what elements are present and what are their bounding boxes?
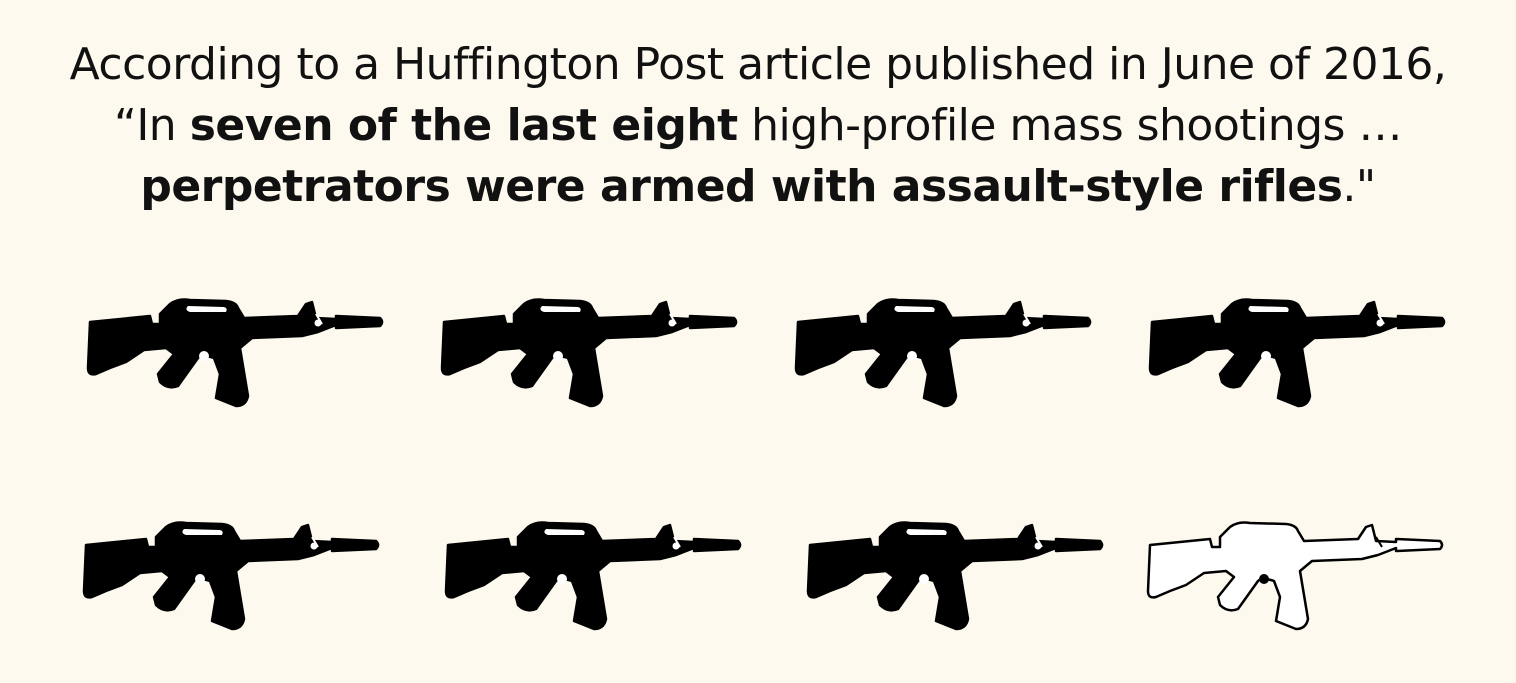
quote-part-2: high-profile mass shootings …: [737, 100, 1402, 151]
rifle-icon-7: [806, 515, 1106, 635]
quote-emphasis-weapon: perpetrators were armed with assault-sty…: [140, 161, 1343, 212]
rifle-icon-5: [82, 515, 382, 635]
quote-emphasis-count: seven of the last eight: [189, 100, 739, 151]
rifle-icon-1: [86, 292, 386, 412]
rifle-icon-8: [1146, 515, 1446, 635]
rifle-icon-4: [1148, 292, 1448, 412]
quote-text: According to a Huffington Post article p…: [50, 34, 1466, 217]
quote-part-3: .": [1342, 161, 1376, 212]
rifle-icon-6: [444, 515, 744, 635]
rifle-icon-2: [440, 292, 740, 412]
quote-part-1: According to a Huffington Post article p…: [69, 39, 1447, 151]
rifle-icon-3: [794, 292, 1094, 412]
